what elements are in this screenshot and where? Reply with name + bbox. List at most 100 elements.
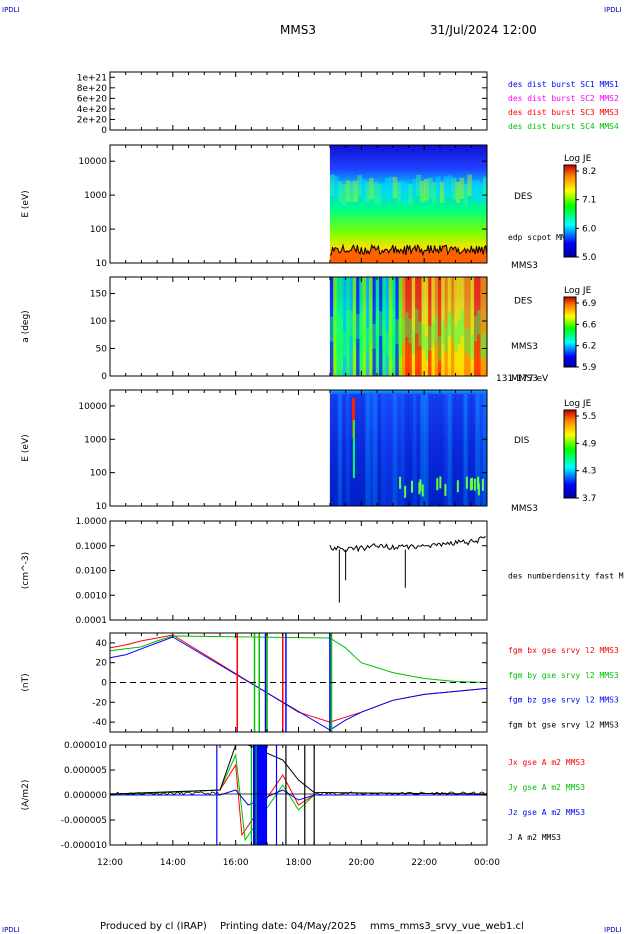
spectrogram bbox=[329, 145, 488, 263]
colorbar-tick-label: 8.2 bbox=[582, 167, 596, 177]
spectrogram-band bbox=[356, 314, 360, 339]
spectrogram-column bbox=[375, 277, 380, 376]
y-tick-label: 40 bbox=[96, 639, 108, 649]
spectrogram-column bbox=[343, 277, 347, 376]
y-tick-label: 0.1000 bbox=[76, 542, 108, 552]
spectrogram-band bbox=[428, 325, 432, 351]
spectrogram-column bbox=[473, 277, 478, 376]
spectrogram-band bbox=[365, 327, 370, 353]
spectrogram-speck bbox=[444, 483, 447, 496]
spectrogram-band bbox=[346, 310, 351, 336]
spectrogram-column bbox=[333, 394, 339, 506]
legend-entry: fgm by gse srvy l2 MMS3 bbox=[508, 671, 619, 680]
spectrogram-column bbox=[408, 277, 413, 376]
spectrogram-column bbox=[443, 394, 449, 506]
panel-dis-energy: 10000 1000 100 10 E (eV) DIS MMS3 Log JE 5.5 4.9 4… bbox=[21, 389, 597, 514]
spectrogram bbox=[329, 390, 488, 506]
spectrogram-column bbox=[372, 277, 377, 376]
colorbar bbox=[563, 164, 577, 258]
spectrogram-column bbox=[337, 181, 343, 203]
corner-top-left: IPDLI bbox=[2, 6, 20, 14]
legend-entry: Jx gse A m2 MMS3 bbox=[508, 758, 585, 767]
spectrogram-band bbox=[418, 321, 423, 347]
spectrogram-column bbox=[377, 183, 382, 205]
spectrogram-column bbox=[333, 175, 339, 197]
y-tick-label: 1000 bbox=[84, 191, 107, 201]
spectrogram-column bbox=[479, 394, 484, 506]
spectrogram-column bbox=[365, 394, 370, 506]
spectrogram-column bbox=[435, 176, 441, 198]
spectrogram-column bbox=[457, 277, 462, 376]
y-tick-label: 0 bbox=[101, 126, 107, 136]
y-axis-label: (cm^-3) bbox=[21, 552, 31, 589]
footer-product: mms_mms3_srvy_vue_web1.cl bbox=[370, 921, 524, 932]
spectrogram-column bbox=[435, 394, 441, 506]
spectrogram-speck bbox=[477, 483, 480, 496]
scpot-line bbox=[329, 243, 488, 257]
y-tick-label: 0.0100 bbox=[76, 567, 108, 577]
spectrogram-column bbox=[388, 394, 394, 506]
y-tick-label: 4e+20 bbox=[77, 105, 108, 115]
scpot-fill bbox=[329, 245, 487, 263]
corner-top-right: IPDLI bbox=[604, 6, 622, 14]
spectrogram-column bbox=[416, 394, 421, 506]
spectrogram-column bbox=[444, 277, 449, 376]
spectrogram-column bbox=[479, 182, 484, 204]
spectrogram-speck bbox=[418, 482, 421, 495]
corner-bottom-right: IPDLI bbox=[604, 926, 622, 934]
spectrogram-speck bbox=[421, 484, 424, 497]
corner-bottom-left: IPDLI bbox=[2, 926, 20, 934]
spectrogram-speck bbox=[439, 476, 442, 489]
spectrogram-band bbox=[451, 316, 455, 342]
spectrogram-band bbox=[460, 310, 465, 336]
spectrogram-band bbox=[447, 311, 452, 337]
current-noise-line bbox=[109, 791, 488, 796]
spectrogram-column bbox=[463, 394, 468, 506]
panel-magnetic-field: 40 20 0 -20 -40 (nT) fgm bx gse srvy l2 MMS3 fg… bbox=[21, 632, 619, 733]
y-tick-label: 8e+20 bbox=[77, 84, 108, 94]
spectrogram-column bbox=[349, 181, 355, 203]
legend-entry: Jy gse A m2 MMS3 bbox=[508, 783, 585, 792]
spectrogram-column bbox=[471, 179, 476, 202]
spectrogram-column bbox=[345, 180, 351, 202]
spectrogram-speck bbox=[476, 476, 479, 489]
colorbar-title: Log JE bbox=[564, 286, 592, 296]
spectrogram-column bbox=[353, 394, 359, 506]
spectrogram-band bbox=[343, 331, 347, 357]
spectrogram-column bbox=[396, 394, 402, 506]
spectrogram-column bbox=[349, 394, 355, 506]
x-tick-label: 22:00 bbox=[411, 858, 437, 868]
spectrogram-band bbox=[375, 310, 380, 336]
spectrogram-column bbox=[398, 277, 403, 376]
spectrogram-column bbox=[361, 394, 366, 506]
spectrogram-column bbox=[388, 176, 394, 198]
legend-entry: des dist burst SC2 MMS2 bbox=[508, 94, 619, 103]
spectrogram-column bbox=[395, 277, 400, 376]
spectrogram-column bbox=[432, 182, 437, 204]
spectrogram-column bbox=[404, 394, 410, 506]
spectrogram-column bbox=[467, 174, 472, 196]
x-tick-label: 16:00 bbox=[223, 858, 249, 868]
y-tick-label: 10000 bbox=[78, 157, 107, 167]
spacecraft-label: MMS3 bbox=[511, 374, 538, 384]
spectrogram-band bbox=[480, 334, 485, 360]
spectrogram-column bbox=[483, 277, 488, 376]
spectrogram-column bbox=[428, 277, 432, 376]
spectrogram-band bbox=[470, 334, 475, 360]
spectrogram-band bbox=[388, 335, 393, 361]
spectrogram-speck bbox=[465, 476, 468, 489]
spectrogram-column bbox=[475, 394, 480, 506]
legend-entry: J A m2 MMS3 bbox=[508, 833, 561, 842]
spectrogram-band bbox=[405, 312, 410, 338]
spectrogram-column bbox=[455, 394, 461, 506]
spectrogram-band bbox=[424, 336, 429, 362]
colorbar-tick-label: 4.9 bbox=[582, 439, 597, 449]
y-tick-label: 50 bbox=[96, 345, 108, 355]
spectrogram-column bbox=[369, 177, 374, 200]
spectrogram-band bbox=[392, 308, 396, 334]
y-tick-label: 100 bbox=[90, 317, 107, 327]
colorbar-tick-label: 6.6 bbox=[582, 320, 597, 330]
footer-printing-date: Printing date: 04/May/2025 bbox=[220, 921, 356, 932]
